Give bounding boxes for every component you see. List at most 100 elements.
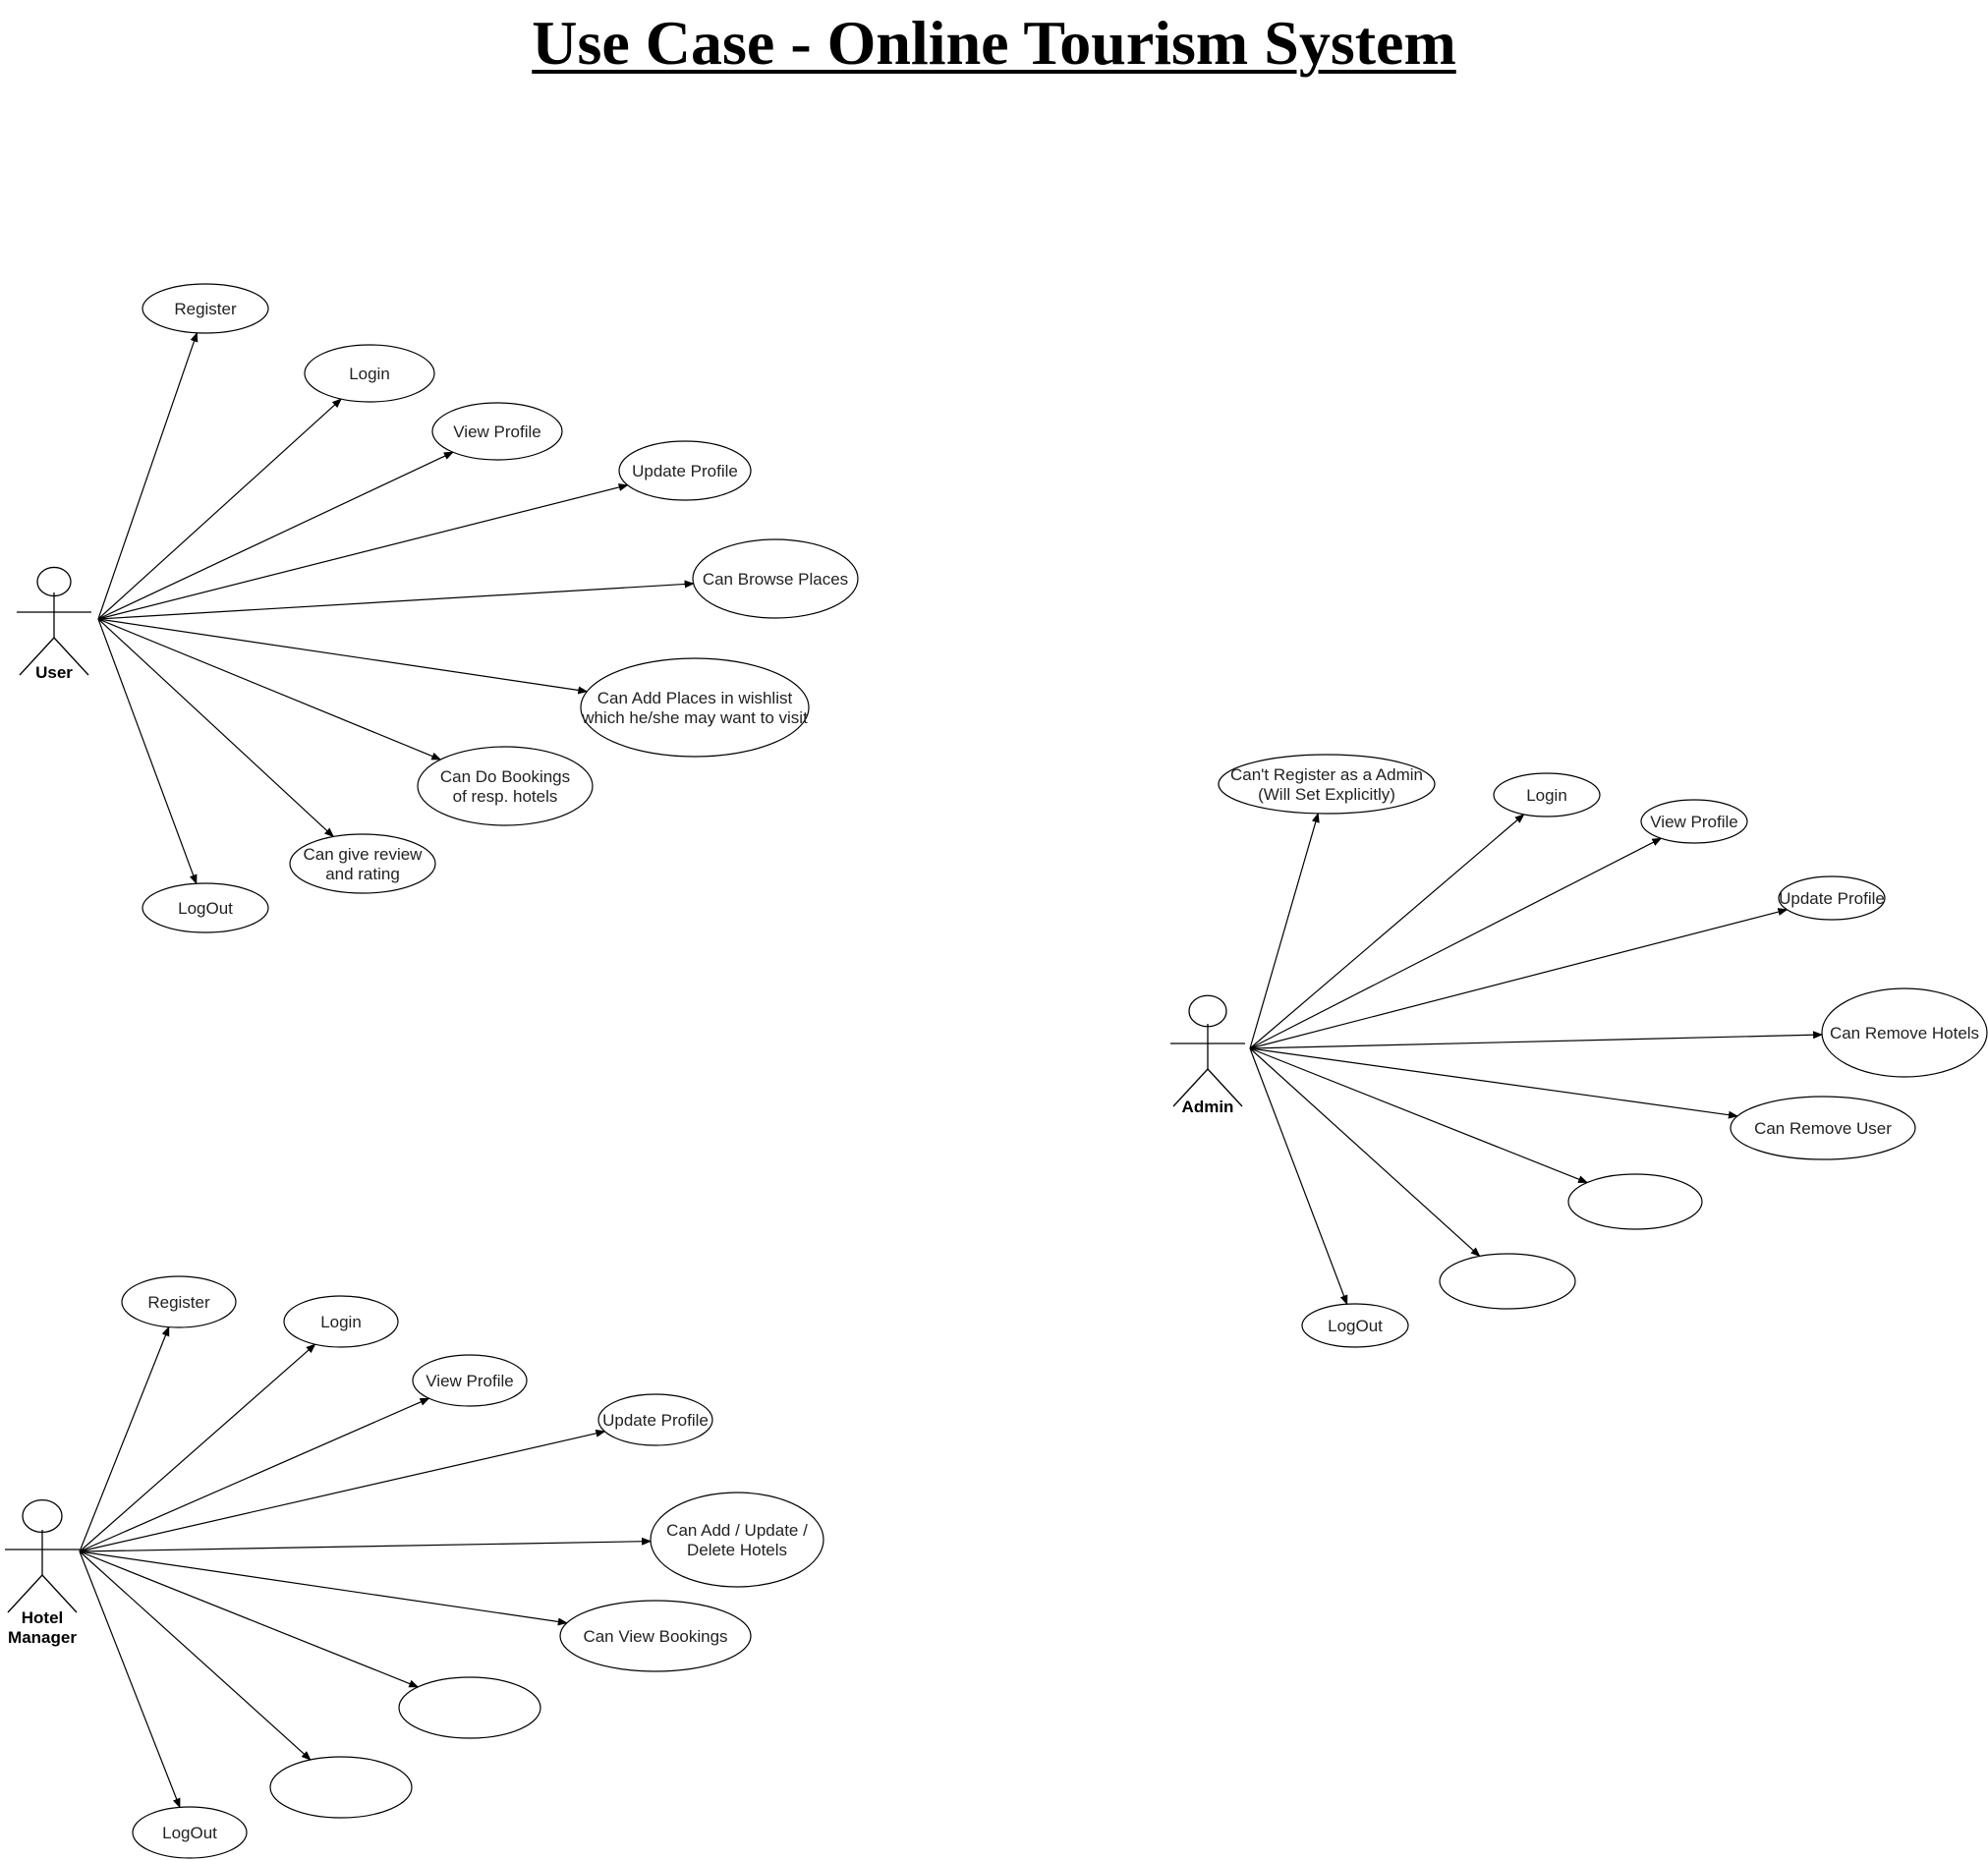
- use-case-label: LogOut: [178, 899, 233, 918]
- association-arrow: [1249, 812, 1320, 1049]
- use-case: Login: [304, 344, 435, 403]
- association-arrow: [79, 1550, 568, 1626]
- use-case-oval: [121, 1275, 237, 1328]
- association-arrow: [1249, 837, 1663, 1049]
- use-case-label: Register: [147, 1293, 210, 1312]
- use-case: Update Profile: [618, 440, 752, 501]
- use-case: Can Remove User: [1730, 1096, 1916, 1160]
- use-case-oval: [597, 1393, 713, 1446]
- actor-leg-left: [19, 637, 55, 676]
- use-case-oval: [142, 283, 269, 334]
- use-case-oval: [1821, 987, 1988, 1078]
- actor-label: Admin: [1182, 1098, 1234, 1116]
- use-case-oval: [1567, 1173, 1703, 1230]
- use-case-oval: [289, 833, 436, 894]
- use-case-label: View Profile: [426, 1372, 513, 1390]
- association-arrow: [79, 1429, 606, 1552]
- use-case-label: LogOut: [162, 1824, 217, 1842]
- use-case-label: Can't Register as a Admin: [1230, 765, 1423, 784]
- use-case-label: Can Add / Update /: [666, 1521, 808, 1540]
- use-case-label: Update Profile: [632, 462, 738, 480]
- use-case-label: Login: [1526, 786, 1567, 805]
- use-case-oval: [283, 1295, 399, 1348]
- use-case-oval: [1778, 875, 1886, 921]
- use-case-oval: [692, 538, 859, 619]
- actor-figure: [1170, 994, 1245, 1107]
- use-case: Update Profile: [597, 1393, 713, 1446]
- use-case: View Profile: [1640, 799, 1748, 844]
- use-case-label: Can give review: [304, 845, 424, 864]
- actor-head: [22, 1498, 63, 1534]
- use-case-oval: [398, 1676, 541, 1739]
- actor-label: Hotel: [22, 1608, 64, 1627]
- use-case: [269, 1756, 413, 1819]
- actor-leg-left: [1172, 1068, 1209, 1107]
- use-case-label: View Profile: [453, 423, 540, 441]
- association-arrow: [79, 1343, 316, 1552]
- use-case-label: and rating: [325, 865, 400, 883]
- use-case: LogOut: [1301, 1303, 1409, 1348]
- use-case: Can Add / Update /Delete Hotels: [650, 1492, 824, 1588]
- association-arrow: [79, 1550, 181, 1809]
- use-case-label: Update Profile: [1779, 889, 1885, 908]
- use-case-oval: [1301, 1303, 1409, 1348]
- association-arrow: [1249, 1047, 1348, 1306]
- actor-user: User Register Login View Profile Update Prof…: [17, 283, 859, 933]
- association-arrow: [1249, 1047, 1481, 1258]
- association-arrow: [97, 618, 198, 885]
- use-case-oval: [580, 657, 810, 758]
- association-arrow: [97, 483, 629, 620]
- use-case-label: which he/she may want to visit: [581, 708, 808, 727]
- use-case-label: View Profile: [1650, 813, 1737, 831]
- use-case-label: LogOut: [1328, 1317, 1383, 1335]
- use-case-label: of resp. hotels: [453, 787, 558, 806]
- use-case-oval: [304, 344, 435, 403]
- use-case: LogOut: [142, 882, 269, 933]
- use-case-label: Update Profile: [602, 1411, 709, 1430]
- association-arrow: [97, 398, 342, 620]
- use-case-label: (Will Set Explicitly): [1258, 785, 1395, 804]
- use-case: [1439, 1253, 1576, 1310]
- use-case-oval: [618, 440, 752, 501]
- use-case-oval: [1439, 1253, 1576, 1310]
- use-case: Register: [142, 283, 269, 334]
- association-arrow: [79, 1397, 430, 1552]
- use-case-oval: [132, 1806, 248, 1859]
- use-case-oval: [1640, 799, 1748, 844]
- use-case-label: Can Do Bookings: [440, 767, 570, 786]
- use-case-label: Can View Bookings: [583, 1627, 727, 1646]
- actor-leg-left: [7, 1574, 43, 1613]
- use-case-label: Can Remove Hotels: [1830, 1024, 1979, 1043]
- use-case: View Profile: [412, 1354, 528, 1407]
- use-case-label: Delete Hotels: [687, 1541, 787, 1559]
- association-arrow: [97, 331, 199, 620]
- association-arrow: [1249, 1047, 1738, 1119]
- association-arrow: [97, 618, 335, 838]
- diagram-title: Use Case - Online Tourism System: [532, 8, 1456, 78]
- association-arrow: [97, 580, 695, 620]
- association-arrow: [97, 451, 454, 620]
- use-case-oval: [431, 402, 563, 461]
- use-case-oval: [142, 882, 269, 933]
- association-arrow: [79, 1537, 653, 1552]
- use-case-oval: [650, 1492, 824, 1588]
- actor-figure: [17, 566, 91, 676]
- use-case-oval: [412, 1354, 528, 1407]
- association-arrow: [97, 618, 589, 695]
- use-case: Can Remove Hotels: [1821, 987, 1988, 1078]
- use-case: [398, 1676, 541, 1739]
- use-case-label: Can Add Places in wishlist: [597, 689, 793, 707]
- use-case: Can Browse Places: [692, 538, 859, 619]
- use-case: LogOut: [132, 1806, 248, 1859]
- actor-head: [1188, 994, 1227, 1028]
- actor-figure: [5, 1498, 80, 1613]
- association-arrow: [97, 618, 442, 761]
- actor-label: User: [35, 663, 73, 682]
- association-arrow: [79, 1325, 170, 1552]
- use-case-oval: [417, 746, 594, 826]
- actor-leg-right: [1207, 1068, 1243, 1107]
